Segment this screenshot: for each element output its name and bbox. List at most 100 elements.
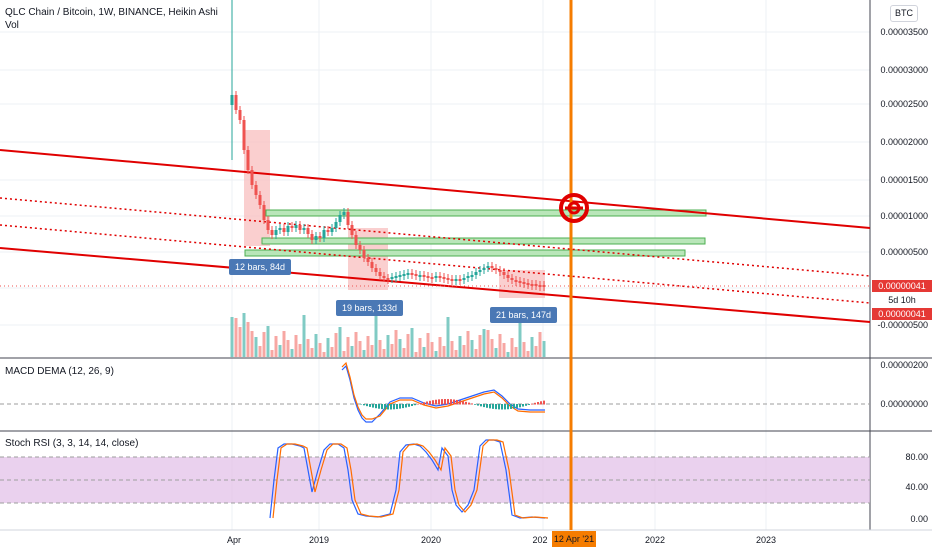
candle [350, 225, 354, 235]
candle [242, 120, 246, 150]
candle [390, 277, 394, 279]
stoch-title: Stoch RSI (3, 3, 14, 14, close) [5, 438, 139, 449]
stoch-tick: 80.00 [905, 452, 928, 462]
volume-bar [250, 331, 254, 357]
time-label: Apr [226, 535, 242, 545]
bar-timer: 5d 10h [872, 294, 932, 306]
support-zone-3[interactable] [244, 249, 686, 257]
macd-histogram-bar [375, 404, 377, 409]
candle [510, 278, 514, 280]
volume-bar [234, 318, 238, 357]
candle [498, 270, 502, 272]
volume-bar [322, 352, 326, 357]
macd-histogram-bar [510, 404, 512, 409]
volume-bar [458, 336, 462, 357]
currency-button[interactable]: BTC [890, 5, 918, 22]
candle [458, 279, 462, 281]
candle [238, 110, 242, 120]
macd-histogram-bar [441, 399, 443, 405]
volume-bar [294, 335, 298, 357]
candle [522, 282, 526, 284]
bars-range-tag-2[interactable]: 19 bars, 133d [336, 300, 404, 316]
volume-bar [542, 341, 546, 357]
candle [470, 275, 474, 277]
volume-bar [254, 337, 258, 357]
volume-bar [498, 334, 502, 357]
volume-bar [286, 340, 290, 357]
macd-histogram-bar [378, 404, 380, 409]
trendline-dotted-1[interactable] [0, 197, 871, 277]
volume-bar [362, 350, 366, 357]
macd-histogram-bar [519, 404, 521, 408]
volume-bar [474, 349, 478, 357]
candle [526, 283, 530, 285]
macd-histogram-bar [504, 404, 506, 410]
macd-histogram-bar [405, 404, 407, 408]
volume-bar [306, 339, 310, 357]
macd-histogram-bar [477, 404, 479, 406]
grid-lines [0, 0, 870, 530]
macd-histogram-bar [474, 404, 476, 405]
candle [338, 215, 342, 222]
candle [278, 228, 282, 230]
candle [462, 278, 466, 280]
candle [406, 273, 410, 275]
macd-histogram-bar [486, 404, 488, 408]
volume-bar [534, 346, 538, 357]
macd-histogram-bar [411, 404, 413, 407]
volume-bar [490, 339, 494, 357]
macd-histogram-bar [525, 404, 527, 406]
bars-range-tag-1[interactable]: 12 bars, 84d [229, 259, 292, 275]
support-zone-1[interactable] [265, 209, 707, 217]
volume-bar [522, 342, 526, 357]
candle [414, 274, 418, 276]
macd-histogram-bar [534, 402, 536, 405]
macd-histogram-bar [495, 404, 497, 410]
macd-histogram-bar [423, 402, 425, 405]
volume-bar [242, 313, 246, 357]
macd-histogram-bar [408, 404, 410, 407]
macd-tick: 0.00000200 [880, 360, 928, 370]
trendline-dotted-2[interactable] [0, 224, 871, 304]
macd-histogram-bar [426, 401, 428, 405]
volume-bar [410, 328, 414, 357]
price-tick: 0.00002000 [880, 137, 928, 147]
bars-range-tag-3[interactable]: 21 bars, 147d [490, 307, 558, 323]
volume-bar [518, 318, 522, 357]
volume-bar [266, 326, 270, 357]
volume-bar [238, 327, 242, 357]
trendline-lower[interactable] [0, 247, 871, 323]
candle [394, 276, 398, 278]
trendline-upper[interactable] [0, 149, 871, 229]
stoch-d-line [272, 439, 549, 519]
volume-bar [486, 330, 490, 357]
candle [490, 266, 494, 268]
macd-histogram-bar [435, 399, 437, 405]
volume-bar [354, 332, 358, 357]
candle [298, 225, 302, 230]
candle [354, 235, 358, 245]
volume-bar [470, 340, 474, 357]
price-tick: 0.00003000 [880, 65, 928, 75]
macd-histogram-bar [468, 402, 470, 405]
volume-bar [386, 335, 390, 357]
candle [538, 285, 542, 287]
candles-group [230, 0, 546, 291]
macd-histogram-bar [429, 400, 431, 405]
macd-histogram-bar [540, 401, 542, 405]
macd-histogram-bar [366, 404, 368, 407]
volume-bar [494, 348, 498, 357]
candle [418, 275, 422, 277]
volume-bar [262, 332, 266, 357]
macd-histogram-bar [531, 403, 533, 405]
target-icon[interactable] [559, 193, 589, 223]
stoch-k-line [269, 439, 546, 519]
candle [274, 230, 278, 235]
candle [438, 276, 442, 278]
candle [306, 228, 310, 234]
candle [282, 228, 286, 232]
candle [246, 150, 250, 170]
macd-histogram-bar [513, 404, 515, 409]
